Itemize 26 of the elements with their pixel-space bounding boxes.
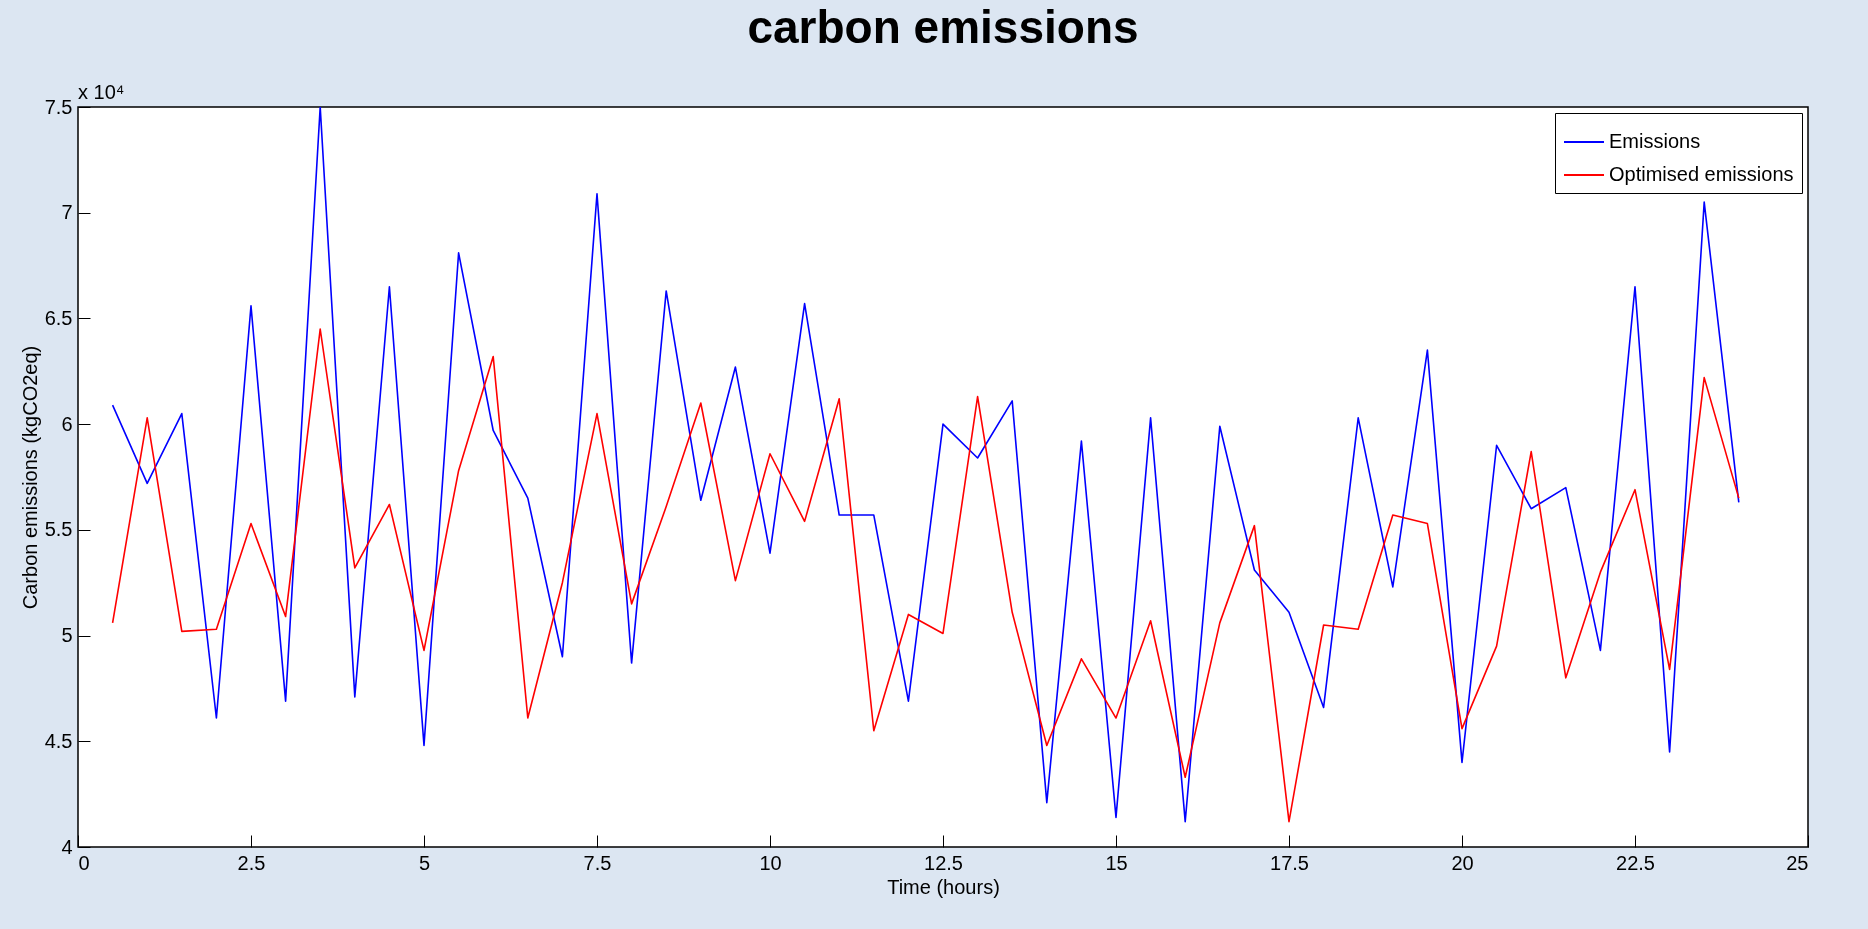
x-axis-title: Time (hours) [887, 875, 1000, 898]
y-tick-label: 4.5 [44, 729, 73, 752]
x-tick-label: 0 [78, 851, 90, 874]
x-tick-label: 15 [1105, 851, 1128, 874]
y-tick-label: 5 [61, 624, 73, 647]
y-tick-label: 7 [61, 201, 73, 224]
x-tick-label: 5 [418, 851, 431, 874]
x-tick-label: 2.5 [237, 851, 266, 874]
y-tick-label: 5.5 [44, 518, 73, 541]
text: x 10⁴ [78, 81, 125, 103]
y-tick-label: 4 [61, 835, 73, 858]
x-tick-label: 25 [1786, 851, 1809, 874]
y-tick-label: 7.5 [44, 95, 73, 118]
chart-title: carbon emissions [747, 1, 1139, 53]
line-series [111, 328, 1740, 823]
y-tick-label: 6 [61, 412, 73, 435]
x-tick-label: 10 [759, 851, 782, 874]
legend-label: Optimised emissions [1609, 163, 1794, 185]
x-tick-label: 17.5 [1270, 851, 1309, 874]
x-tick-label: 20 [1451, 851, 1474, 874]
legend-label: Emissions [1609, 130, 1701, 152]
y-axis-title: Carbon emissions (kgCO2eq) [18, 345, 41, 610]
x-tick-label: 7.5 [583, 851, 612, 874]
y-tick-label: 6.5 [44, 306, 73, 329]
x-tick-label: 12.5 [924, 851, 963, 874]
x-tick-label: 22.5 [1616, 851, 1655, 874]
